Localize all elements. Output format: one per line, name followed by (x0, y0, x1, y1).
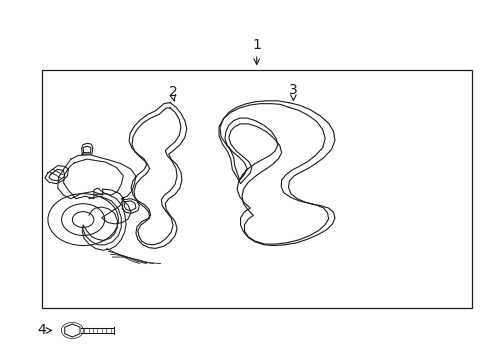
Text: 1: 1 (252, 38, 261, 52)
Bar (41, 70, 471, 308)
Text: 2: 2 (169, 85, 178, 99)
Text: 3: 3 (288, 83, 297, 97)
Text: 4: 4 (37, 324, 46, 337)
